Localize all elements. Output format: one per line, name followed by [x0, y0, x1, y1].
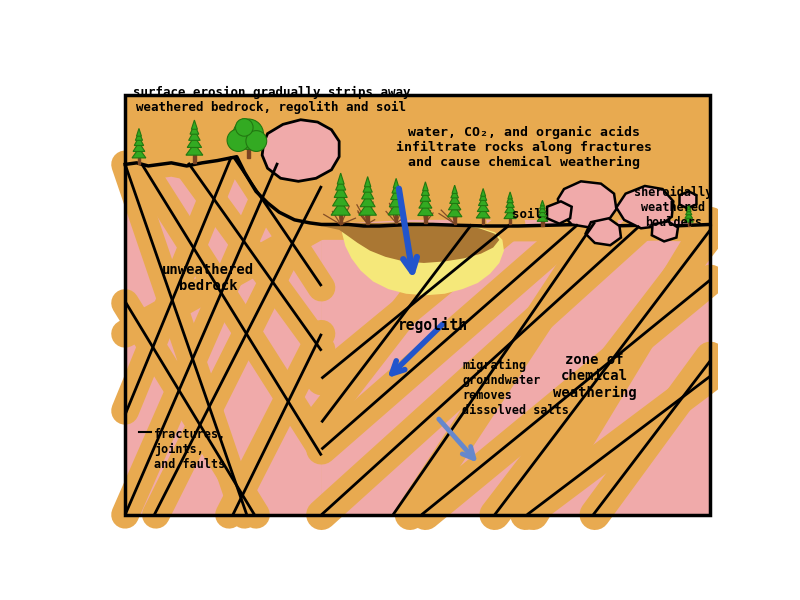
Polygon shape: [190, 124, 199, 134]
Polygon shape: [449, 200, 461, 210]
Polygon shape: [541, 200, 544, 206]
Polygon shape: [478, 202, 489, 212]
Polygon shape: [322, 222, 504, 295]
Bar: [687, 222, 690, 226]
Polygon shape: [586, 218, 621, 245]
Polygon shape: [447, 206, 462, 217]
Bar: [454, 217, 456, 224]
Polygon shape: [363, 181, 372, 192]
Polygon shape: [452, 185, 458, 193]
Bar: [424, 215, 426, 223]
Polygon shape: [125, 157, 322, 515]
Polygon shape: [547, 202, 572, 224]
Polygon shape: [362, 187, 374, 199]
Polygon shape: [333, 193, 349, 206]
Polygon shape: [334, 185, 347, 197]
Polygon shape: [336, 178, 346, 190]
Bar: [395, 215, 398, 223]
Polygon shape: [322, 222, 499, 263]
Polygon shape: [684, 216, 694, 222]
Polygon shape: [134, 137, 144, 146]
Polygon shape: [390, 196, 403, 207]
Polygon shape: [685, 213, 693, 218]
Polygon shape: [616, 186, 674, 229]
Polygon shape: [358, 202, 377, 215]
Circle shape: [246, 131, 266, 151]
Polygon shape: [507, 195, 514, 203]
Polygon shape: [686, 207, 691, 212]
Polygon shape: [652, 221, 678, 241]
Polygon shape: [478, 197, 488, 206]
Text: soil: soil: [512, 208, 542, 221]
Polygon shape: [338, 173, 344, 184]
Polygon shape: [237, 157, 322, 238]
Bar: [246, 148, 250, 158]
Polygon shape: [451, 189, 458, 198]
Polygon shape: [504, 210, 516, 218]
Polygon shape: [419, 197, 432, 208]
Polygon shape: [394, 178, 399, 188]
Polygon shape: [133, 142, 145, 151]
Text: surface erosion gradually strips away
weathered bedrock, regolith and soil: surface erosion gradually strips away we…: [133, 86, 410, 114]
Polygon shape: [322, 222, 710, 515]
Circle shape: [227, 129, 250, 151]
Bar: [366, 215, 369, 224]
Bar: [542, 221, 543, 226]
Text: fractures,
joints,
and faults: fractures, joints, and faults: [154, 428, 226, 471]
Polygon shape: [187, 136, 202, 148]
Polygon shape: [481, 188, 486, 196]
Polygon shape: [418, 204, 433, 215]
Polygon shape: [392, 183, 400, 193]
Polygon shape: [135, 132, 142, 140]
Polygon shape: [540, 203, 546, 209]
Polygon shape: [360, 194, 375, 207]
Polygon shape: [331, 201, 350, 215]
Polygon shape: [132, 148, 146, 158]
Polygon shape: [186, 143, 203, 155]
Text: sheroidally
weathered
boulders: sheroidally weathered boulders: [634, 186, 713, 229]
Bar: [509, 218, 511, 224]
Polygon shape: [422, 182, 428, 191]
Polygon shape: [679, 191, 697, 208]
Polygon shape: [476, 208, 490, 218]
Text: unweathered
bedrock: unweathered bedrock: [162, 263, 254, 293]
Polygon shape: [505, 205, 515, 213]
Polygon shape: [322, 224, 710, 241]
Polygon shape: [420, 191, 430, 202]
Polygon shape: [450, 194, 460, 203]
Text: regolith: regolith: [398, 317, 468, 333]
Polygon shape: [125, 95, 710, 515]
Text: migrating
groundwater
removes
dissolved salts: migrating groundwater removes dissolved …: [462, 358, 570, 416]
Bar: [482, 218, 484, 224]
Polygon shape: [686, 209, 692, 215]
Text: water, CO₂, and organic acids
infiltrate rocks along fractures
and cause chemica: water, CO₂, and organic acids infiltrate…: [396, 126, 652, 169]
Polygon shape: [390, 188, 402, 200]
Polygon shape: [422, 186, 430, 196]
Text: zone of
chemical
weathering: zone of chemical weathering: [553, 353, 637, 400]
Polygon shape: [388, 203, 404, 215]
Bar: [194, 155, 195, 163]
Polygon shape: [506, 199, 514, 208]
Bar: [339, 215, 342, 224]
Polygon shape: [558, 181, 616, 227]
Polygon shape: [191, 120, 198, 129]
Polygon shape: [508, 192, 512, 199]
Polygon shape: [137, 128, 142, 136]
Circle shape: [235, 119, 253, 136]
Polygon shape: [262, 120, 339, 181]
Polygon shape: [687, 205, 690, 209]
Circle shape: [233, 119, 263, 149]
Polygon shape: [125, 157, 237, 180]
Polygon shape: [322, 220, 710, 515]
Polygon shape: [189, 130, 200, 140]
Bar: [138, 158, 140, 164]
Polygon shape: [538, 206, 546, 212]
Polygon shape: [538, 210, 547, 217]
Polygon shape: [125, 157, 322, 515]
Polygon shape: [365, 176, 371, 187]
Polygon shape: [479, 192, 486, 200]
Polygon shape: [537, 214, 548, 221]
